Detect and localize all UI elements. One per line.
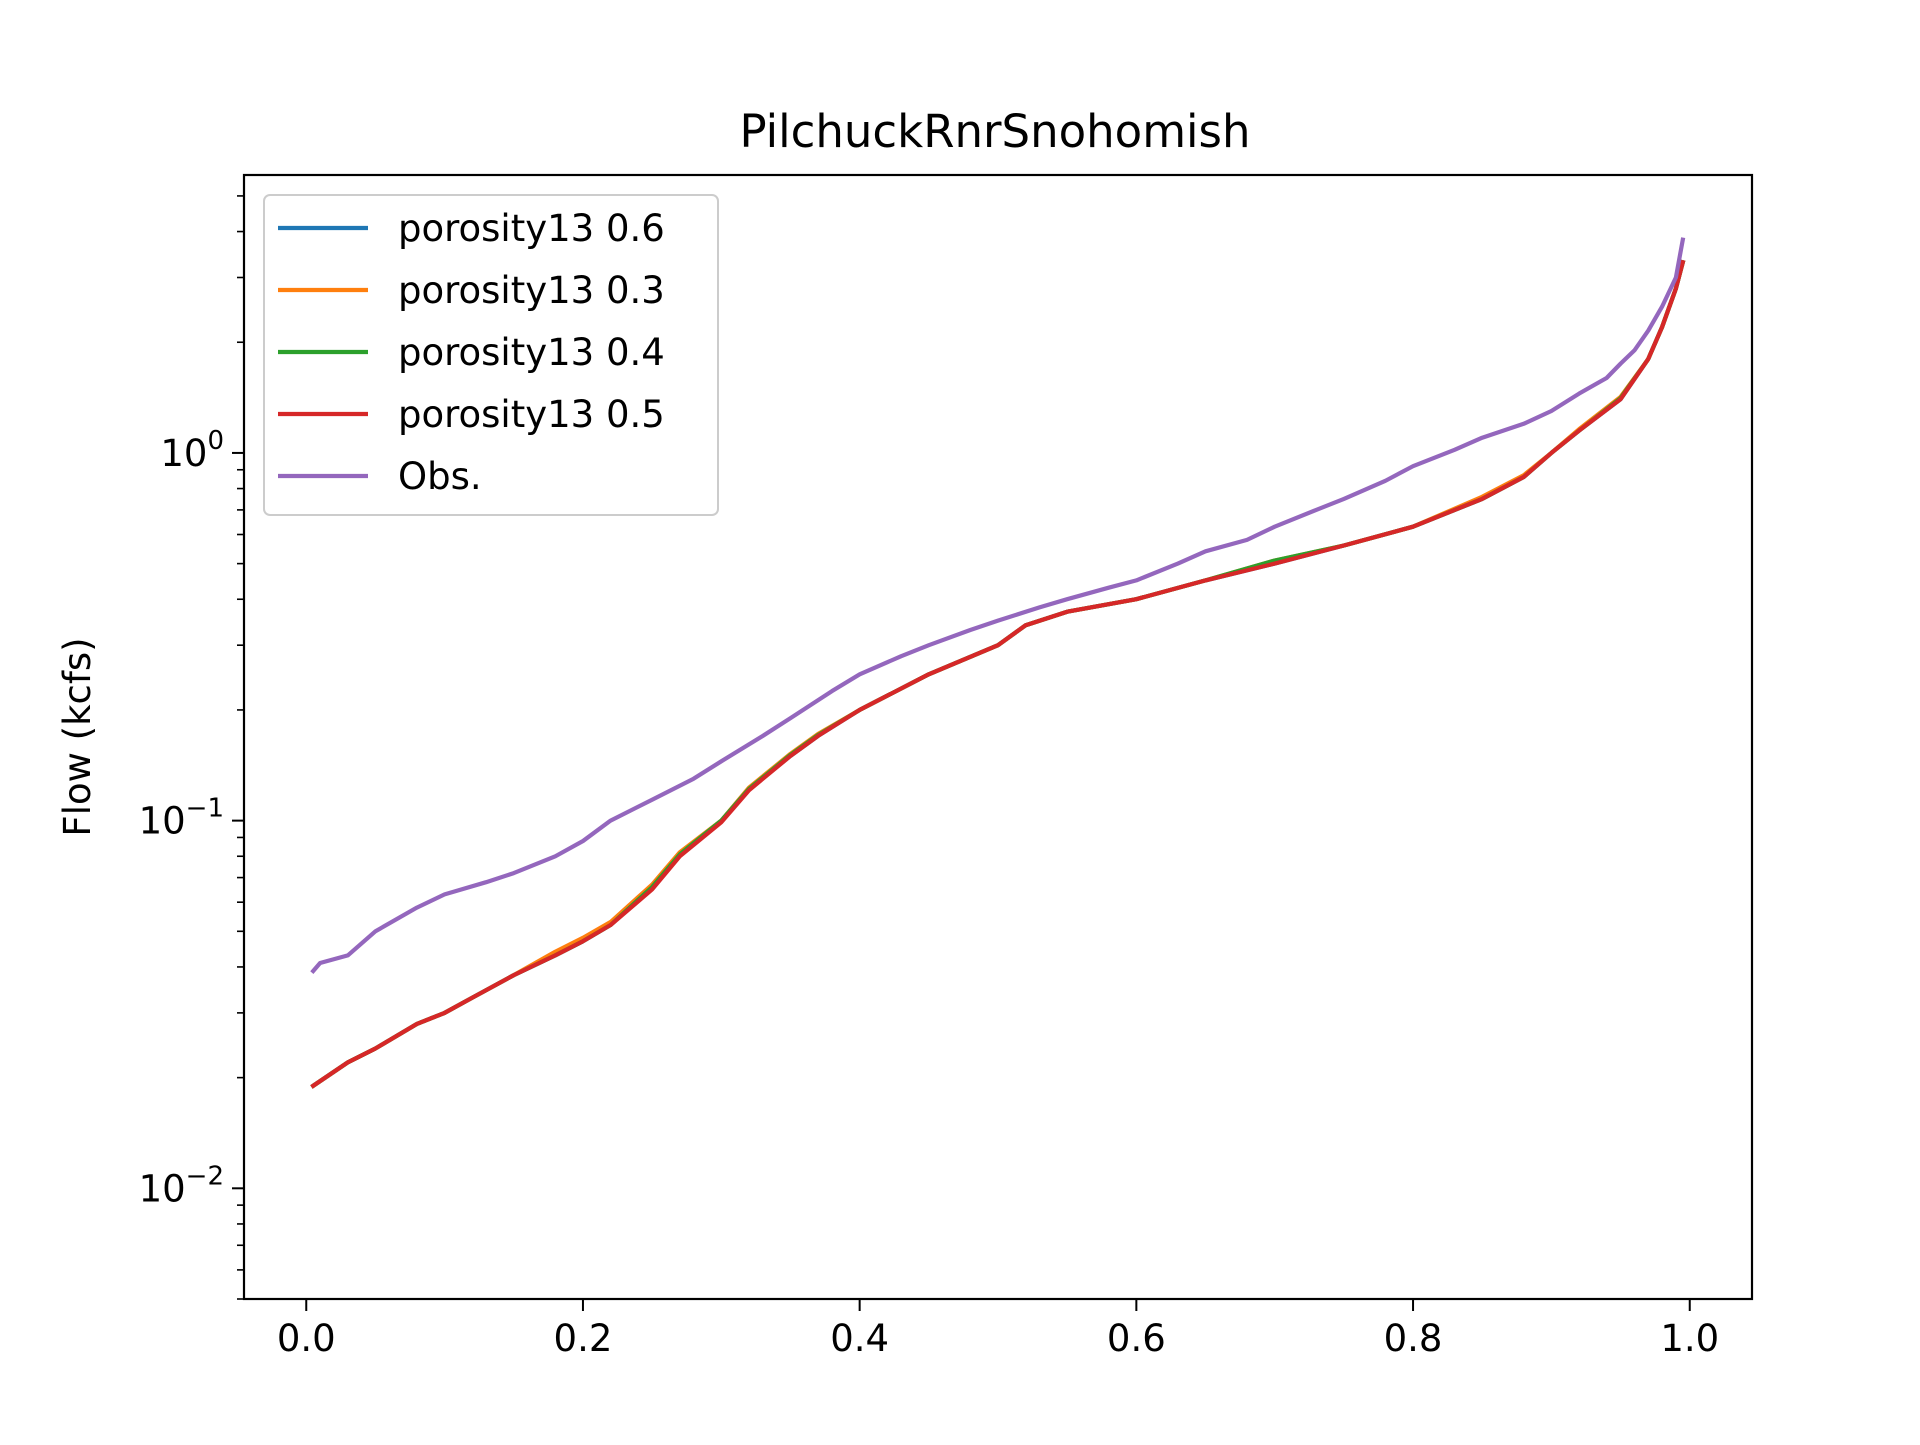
x-tick-label: 0.4 (830, 1317, 889, 1360)
legend-label: porosity13 0.6 (398, 207, 665, 250)
x-tick-label: 0.0 (277, 1317, 336, 1360)
axes-frame (242, 173, 1754, 1301)
x-tick-label: 0.6 (1107, 1317, 1166, 1360)
legend-label: porosity13 0.4 (398, 331, 665, 374)
plot-lines (310, 237, 1686, 1089)
y-axis-ticks: 10−2 10−1 100 (139, 195, 244, 1300)
y-tick-label: 100 (160, 426, 224, 475)
y-tick-label: 10−1 (139, 794, 224, 843)
legend: porosity13 0.6 porosity13 0.3 porosity13 0… (263, 194, 719, 516)
x-tick-label: 0.2 (554, 1317, 613, 1360)
x-tick-label: 0.8 (1384, 1317, 1443, 1360)
legend-box (263, 194, 719, 516)
series-line-4 (310, 259, 1686, 1089)
legend-label: porosity13 0.3 (398, 269, 665, 312)
y-tick-label: 10−2 (139, 1161, 224, 1210)
x-tick-label: 1.0 (1660, 1317, 1719, 1360)
legend-label: porosity13 0.5 (398, 393, 665, 436)
series-line-5 (310, 237, 1686, 974)
x-axis-ticks: 0.0 0.2 0.4 0.6 0.8 1.0 (277, 1299, 1719, 1360)
legend-label: Obs. (398, 455, 482, 498)
chart-title: PilchuckRnrSnohomish (740, 105, 1251, 158)
y-axis-label: Flow (kcfs) (56, 637, 99, 836)
